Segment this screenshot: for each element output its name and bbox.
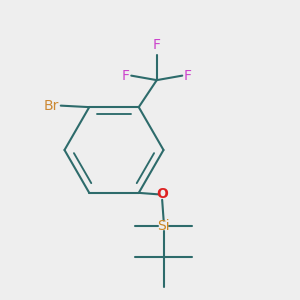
- Text: F: F: [184, 69, 192, 82]
- Text: F: F: [153, 38, 161, 52]
- Text: O: O: [156, 188, 168, 201]
- Text: Si: Si: [157, 219, 170, 233]
- Text: Br: Br: [44, 99, 59, 112]
- Text: F: F: [122, 69, 130, 82]
